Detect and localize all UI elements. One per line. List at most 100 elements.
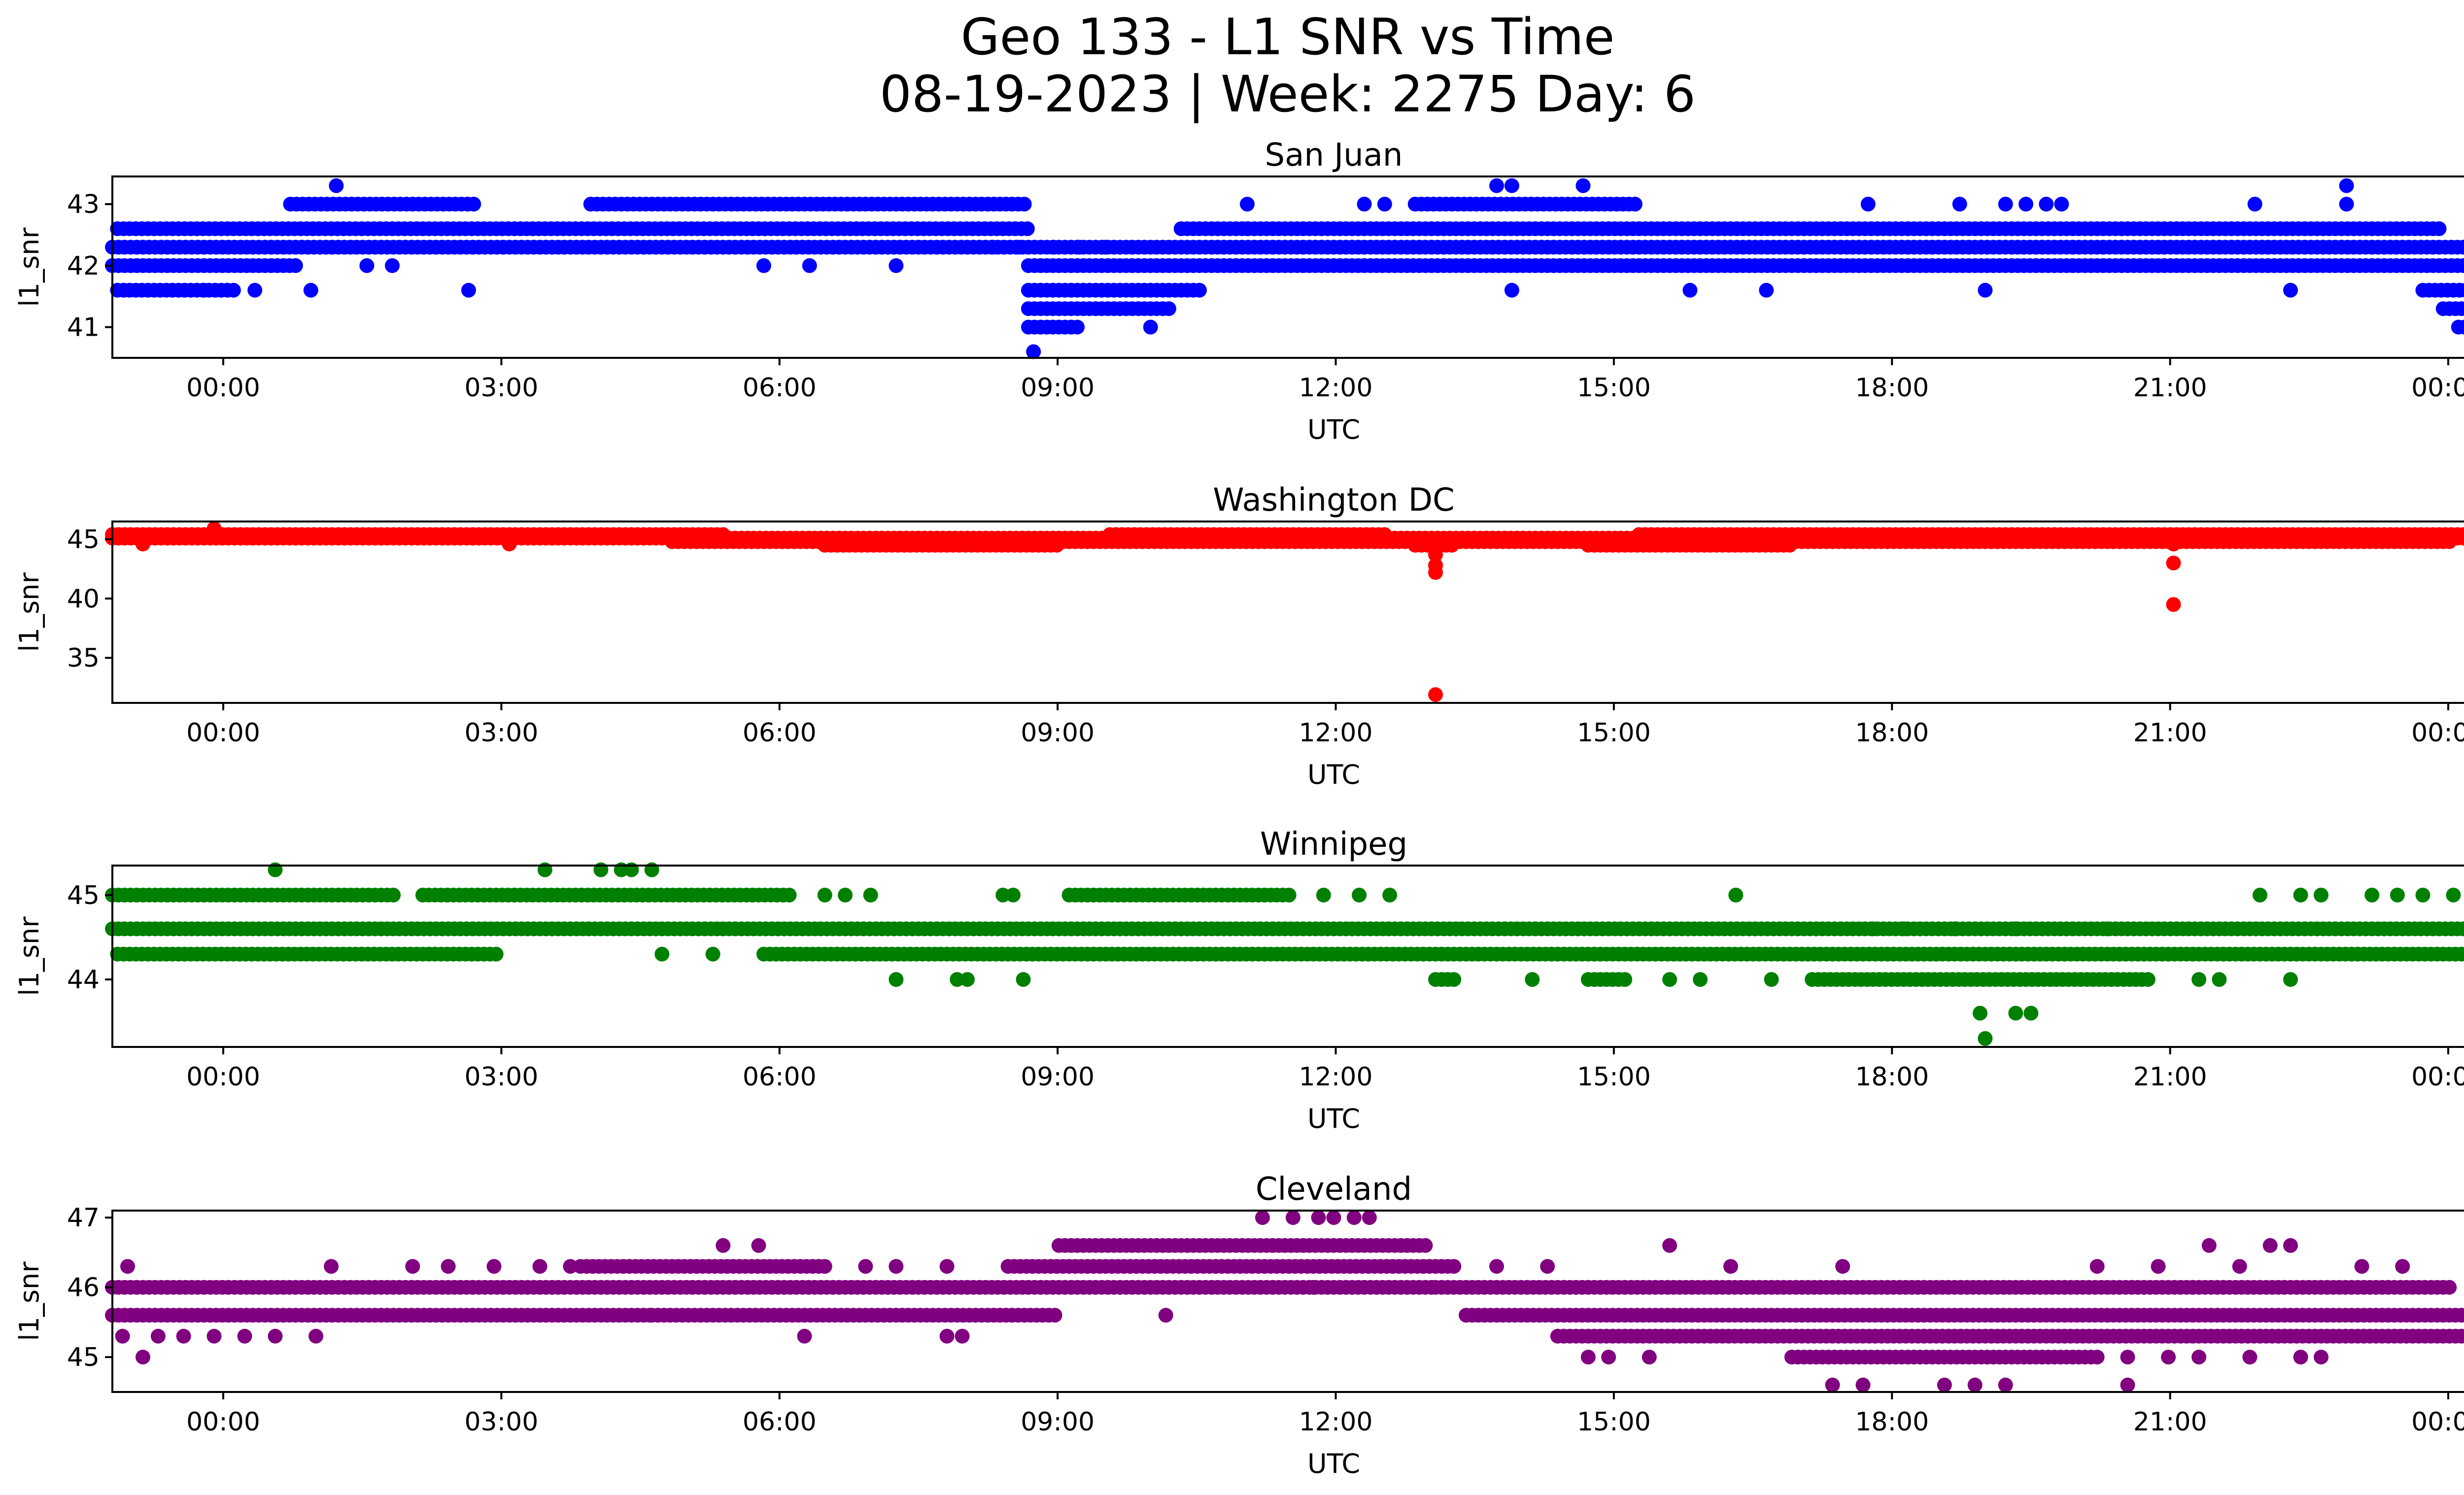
data-point <box>563 1259 578 1274</box>
data-point <box>1046 240 1061 255</box>
data-point <box>1362 1210 1377 1225</box>
data-point <box>176 1328 191 1344</box>
data-point <box>136 536 150 552</box>
data-point <box>461 282 476 298</box>
y-tick-label: 40 <box>67 584 100 614</box>
data-point <box>1617 972 1633 987</box>
data-point <box>288 258 303 273</box>
data-point <box>2089 1259 2105 1274</box>
data-point <box>1070 319 1085 335</box>
data-point <box>1998 1377 2013 1392</box>
data-point <box>2019 197 2033 212</box>
x-tick-label: 00:00 <box>2411 1062 2464 1092</box>
data-point <box>1306 1280 1321 1295</box>
data-point <box>247 282 263 298</box>
data-point <box>1428 565 1443 580</box>
data-point <box>756 258 771 273</box>
data-point <box>2191 1350 2207 1365</box>
data-point <box>2456 258 2464 273</box>
x-tick-label: 15:00 <box>1577 1062 1651 1092</box>
data-point <box>329 178 344 193</box>
x-tick-label: 00:00 <box>186 718 260 748</box>
data-point <box>1357 197 1372 212</box>
x-tick-label: 15:00 <box>1577 1407 1651 1437</box>
data-point <box>1896 921 1912 937</box>
data-point <box>1825 1377 1840 1392</box>
data-point <box>2283 972 2298 987</box>
data-point <box>889 1259 904 1274</box>
data-point <box>1525 972 1540 987</box>
data-point <box>1952 197 1967 212</box>
x-tick-label: 12:00 <box>1299 1407 1373 1437</box>
data-point <box>2191 972 2207 987</box>
data-point <box>308 1328 324 1344</box>
data-point <box>1161 301 1176 316</box>
x-tick-label: 21:00 <box>2133 1407 2207 1437</box>
data-point <box>1967 1377 1983 1392</box>
data-point <box>782 887 797 903</box>
data-point <box>2293 887 2308 903</box>
data-point <box>1011 240 1026 255</box>
data-point <box>2415 887 2430 903</box>
x-tick-label: 21:00 <box>2133 1062 2207 1092</box>
data-point <box>120 1259 135 1274</box>
data-point <box>2151 1259 2166 1274</box>
data-point <box>1026 344 1041 359</box>
x-tick-label: 09:00 <box>1021 1407 1095 1437</box>
x-axis-label: UTC <box>1307 1103 1360 1134</box>
data-point <box>1281 887 1297 903</box>
plot-frame <box>111 175 2464 359</box>
data-point <box>2364 887 2380 903</box>
data-point <box>2166 536 2181 552</box>
data-point <box>488 946 504 962</box>
data-point <box>1627 197 1643 212</box>
y-axis-label: l1_snr <box>14 227 45 307</box>
data-point <box>2462 924 2464 934</box>
data-point <box>802 258 817 273</box>
data-point <box>2120 1350 2135 1365</box>
data-point <box>1723 1259 1738 1274</box>
data-point <box>751 1238 766 1253</box>
data-point <box>1580 1350 1596 1365</box>
y-tick-label: 47 <box>67 1203 100 1233</box>
y-axis-label: l1_snr <box>14 572 45 652</box>
data-point <box>817 887 832 903</box>
data-point <box>2166 556 2181 571</box>
x-tick-label: 12:00 <box>1299 373 1373 403</box>
data-point <box>955 1328 970 1344</box>
data-point <box>960 972 975 987</box>
data-point <box>115 1328 130 1344</box>
data-point <box>1352 887 1367 903</box>
data-point <box>2166 597 2181 612</box>
y-tick-label: 45 <box>67 881 100 910</box>
subplot-title: Cleveland <box>1256 1171 1412 1208</box>
data-point <box>1937 1377 1952 1392</box>
data-point <box>1489 178 1504 193</box>
figure-title-line1: Geo 133 - L1 SNR vs Time <box>960 8 1615 67</box>
data-point <box>2339 197 2354 212</box>
data-point <box>2008 1006 2023 1021</box>
data-point <box>206 1328 222 1344</box>
data-point <box>939 1259 955 1274</box>
data-point <box>2201 1238 2217 1253</box>
x-tick-label: 06:00 <box>743 1407 817 1437</box>
data-point <box>466 197 481 212</box>
figure-title: Geo 133 - L1 SNR vs Time 08-19-2023 | We… <box>0 9 2464 123</box>
x-tick-label: 12:00 <box>1299 1062 1373 1092</box>
data-point <box>2212 972 2227 987</box>
y-tick-label: 45 <box>67 1343 100 1372</box>
x-tick-label: 09:00 <box>1021 373 1095 403</box>
x-axis-label: UTC <box>1307 414 1360 445</box>
data-point <box>1047 1308 1062 1323</box>
data-point <box>2442 1280 2457 1295</box>
data-point <box>2460 947 2464 961</box>
data-point <box>1866 921 1881 937</box>
data-point <box>1855 1377 1871 1392</box>
data-point <box>2253 887 2267 903</box>
data-point <box>2054 197 2069 212</box>
x-tick-label: 00:00 <box>2411 718 2464 748</box>
data-point <box>2161 1350 2176 1365</box>
